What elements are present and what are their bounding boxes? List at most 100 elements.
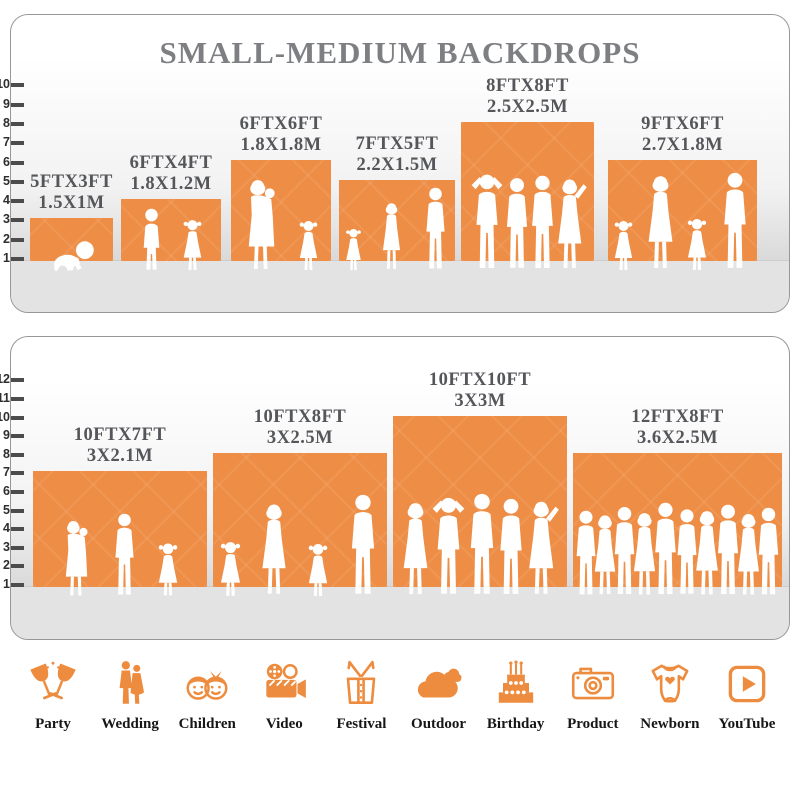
panel-small-medium-bottom: 12111098765432110FTX7FT3X2.1M10FTX8FT3X2… xyxy=(0,336,790,640)
backdrop-rect-7ftx5ft xyxy=(339,180,455,261)
category-youtube: YouTube xyxy=(710,658,784,733)
newborn-icon xyxy=(644,658,696,710)
party-icon xyxy=(27,658,79,710)
figures-group xyxy=(461,173,594,272)
category-party: Party xyxy=(16,658,90,733)
person-silhouette-girl xyxy=(344,228,363,272)
person-silhouette-girl xyxy=(156,542,180,598)
backdrop-size-ft: 10FTX10FT xyxy=(428,370,532,390)
backdrop-label: 12FTX8FT 3.6X2.5M xyxy=(631,407,723,449)
backdrop-label: 8FTX8FT 2.5X2.5M xyxy=(486,76,569,118)
figures-group xyxy=(231,179,331,272)
person-silhouette-woman-baby xyxy=(242,179,281,272)
person-silhouette-girl xyxy=(306,543,330,598)
category-label: Wedding xyxy=(101,716,159,732)
figures-group xyxy=(33,513,207,598)
person-silhouette-girl xyxy=(612,220,635,272)
backdrop-size-m: 1.8X1.8M xyxy=(240,135,322,155)
figures-group xyxy=(393,493,567,598)
category-children: Children xyxy=(170,658,244,733)
ruler-tick xyxy=(11,378,24,383)
size-chart-2: 12111098765432110FTX7FT3X2.1M10FTX8FT3X2… xyxy=(0,337,789,639)
ruler-tick xyxy=(11,257,24,261)
backdrop-size-ft: 6FTX4FT xyxy=(129,153,213,173)
page-title: SMALL-MEDIUM BACKDROPS xyxy=(159,35,641,70)
backdrop-size-m: 3X2.5M xyxy=(266,428,334,448)
product-icon xyxy=(567,658,619,710)
ruler-number: 4 xyxy=(3,193,10,208)
backdrop-size-ft: 12FTX8FT xyxy=(631,407,724,427)
backdrop-size-m: 1.8X1.2M xyxy=(130,174,212,194)
person-silhouette-woman xyxy=(379,202,404,272)
category-festival: Festival xyxy=(324,658,398,733)
ruler-tick xyxy=(11,545,24,550)
ruler-number: 10 xyxy=(0,409,10,424)
ruler-number: 3 xyxy=(3,539,10,554)
ruler-tick xyxy=(11,160,24,165)
backdrop-rect-5ftx3ft xyxy=(30,218,113,261)
category-label: Video xyxy=(265,716,303,732)
backdrop-rect-8ftx8ft xyxy=(461,122,594,261)
backdrop-size-m: 3.6X2.5M xyxy=(636,428,719,448)
person-silhouette-man xyxy=(109,513,140,598)
person-silhouette-woman-pose xyxy=(522,500,562,598)
backdrop-size-m: 2.7X1.8M xyxy=(641,135,724,155)
ruler-number: 4 xyxy=(3,521,10,536)
category-label: Festival xyxy=(336,716,387,732)
person-silhouette-boy xyxy=(138,208,165,272)
size-chart-1: 109876543215FTX3FT1.5X1M6FTX4FT1.8X1.2M6… xyxy=(0,15,789,312)
person-silhouette-woman xyxy=(257,503,291,598)
ruler-number: 1 xyxy=(3,251,10,265)
outdoor-icon xyxy=(413,658,465,710)
person-silhouette-man xyxy=(717,172,753,272)
video-icon xyxy=(258,658,310,710)
category-wedding: Wedding xyxy=(93,658,167,733)
category-birthday: Birthday xyxy=(479,658,553,733)
figures-group xyxy=(608,172,757,272)
ruler-number: 9 xyxy=(3,96,10,111)
ruler-number: 6 xyxy=(3,484,10,498)
category-newborn: Newborn xyxy=(633,658,707,733)
backdrop-label: 6FTX6FT 1.8X1.8M xyxy=(240,114,323,156)
backdrop-size-ft: 9FTX6FT xyxy=(641,114,724,134)
backdrop-label: 6FTX4FT 1.8X1.2M xyxy=(130,153,213,195)
ruler-tick xyxy=(11,237,24,242)
ruler-tick xyxy=(11,121,24,126)
ruler-tick xyxy=(11,452,24,457)
birthday-icon xyxy=(490,658,542,710)
ruler-tick xyxy=(11,415,24,420)
ruler-tick xyxy=(11,471,24,476)
youtube-icon xyxy=(721,658,773,710)
figures-group xyxy=(30,238,113,272)
backdrop-label: 10FTX10FT 3X3M xyxy=(429,370,531,412)
children-icon xyxy=(181,658,233,710)
person-silhouette-girl xyxy=(181,219,204,272)
backdrop-size-ft: 8FTX8FT xyxy=(486,76,569,96)
backdrop-rect-6ftx4ft xyxy=(121,199,221,261)
category-label: YouTube xyxy=(718,716,776,732)
ruler-tick xyxy=(11,179,24,184)
backdrop-rect-6ftx6ft xyxy=(231,160,331,261)
ruler-number: 3 xyxy=(3,212,10,227)
ruler-tick xyxy=(11,102,24,107)
ruler-tick xyxy=(11,434,24,439)
person-silhouette-woman-baby xyxy=(60,520,93,598)
category-outdoor: Outdoor xyxy=(402,658,476,733)
category-label: Outdoor xyxy=(411,716,467,732)
backdrop-rect-10ftx8ft xyxy=(213,453,387,587)
person-silhouette-girl xyxy=(685,218,709,272)
ruler-tick xyxy=(11,199,24,204)
ruler-number: 5 xyxy=(3,173,10,188)
ruler-number: 9 xyxy=(3,428,10,443)
ruler-number: 2 xyxy=(3,231,10,246)
ruler-number: 12 xyxy=(0,372,10,387)
ruler-tick xyxy=(11,564,24,569)
person-silhouette-woman-pose xyxy=(551,178,590,272)
backdrop-label: 5FTX3FT 1.5X1M xyxy=(30,172,113,214)
person-silhouette-man xyxy=(752,507,785,598)
ruler-tick xyxy=(11,508,24,513)
backdrop-label: 10FTX7FT 3X2.1M xyxy=(74,425,166,467)
category-label: Product xyxy=(567,716,619,732)
category-label: Birthday xyxy=(486,716,545,732)
ruler-number: 5 xyxy=(3,502,10,517)
